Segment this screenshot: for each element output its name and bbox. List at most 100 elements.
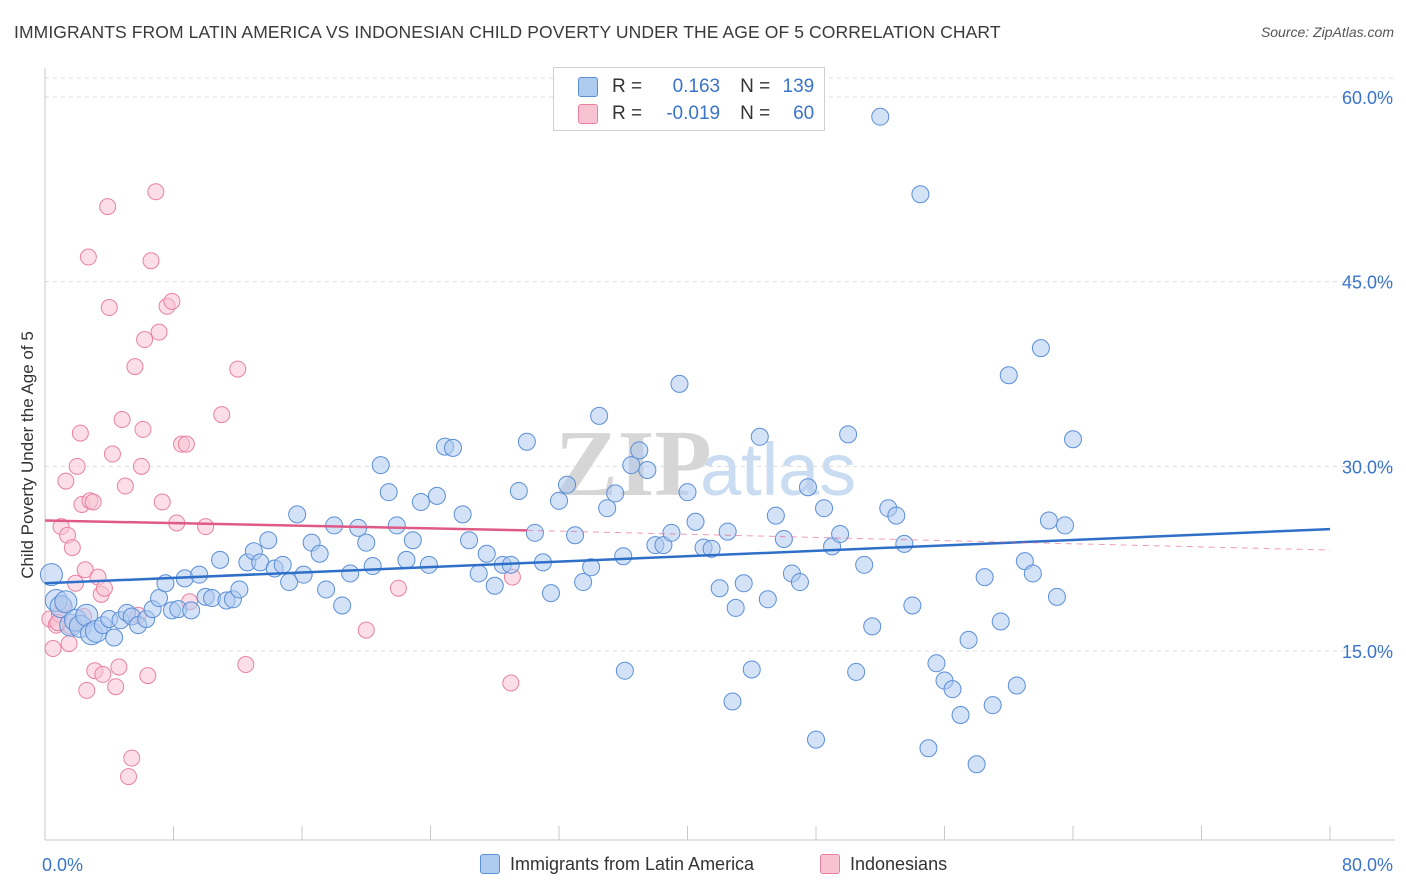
latin-america-point: [54, 590, 78, 614]
latin-america-point: [723, 692, 742, 711]
indonesians-point: [132, 457, 150, 475]
latin-america-point: [807, 730, 825, 749]
indonesians-point: [229, 360, 247, 378]
latin-america-point: [895, 534, 914, 553]
latin-america-point: [333, 596, 352, 615]
latin-america-points: [39, 107, 1082, 774]
legend-swatch-pink: [578, 104, 598, 124]
latin-america-point: [670, 374, 689, 393]
latin-america-point: [411, 493, 430, 512]
latin-america-point: [317, 580, 336, 599]
legend-r-label: R =: [612, 76, 643, 97]
latin-america-point: [927, 654, 946, 673]
latin-america-point: [718, 522, 737, 541]
indonesians-point: [142, 252, 160, 270]
latin-america-point: [919, 739, 938, 758]
latin-america-point: [991, 612, 1010, 631]
legend-n-value: 139: [782, 76, 815, 97]
latin-america-point: [766, 506, 785, 525]
latin-america-point: [831, 525, 850, 544]
indonesians-point: [68, 457, 86, 475]
latin-america-point: [1064, 430, 1082, 449]
latin-america-point: [855, 555, 874, 574]
y-tick-label: 30.0%: [1342, 457, 1393, 477]
latin-america-point: [590, 406, 609, 425]
indonesians-point: [76, 561, 94, 579]
latin-america-point: [615, 661, 634, 680]
latin-america-point: [379, 483, 398, 502]
latin-america-point: [310, 544, 329, 563]
series-swatch-blue: [480, 854, 500, 874]
latin-america-point: [566, 526, 585, 545]
latin-america-point: [403, 531, 422, 550]
latin-america-point: [750, 427, 769, 446]
latin-america-point: [469, 564, 488, 583]
latin-america-point: [525, 523, 544, 542]
y-tick-label: 45.0%: [1342, 273, 1393, 293]
indonesians-point: [153, 493, 171, 511]
latin-america-point: [453, 505, 472, 524]
latin-america-point: [734, 574, 753, 593]
latin-america-point: [1031, 339, 1050, 358]
latin-america-point: [230, 580, 249, 599]
axes: [44, 68, 1395, 841]
x-tick-label: 80.0%: [1342, 855, 1393, 875]
latin-america-point: [1023, 564, 1042, 583]
latin-america-point: [815, 499, 834, 518]
latin-america-point: [1039, 511, 1058, 530]
latin-america-point: [363, 557, 382, 576]
latin-america-point: [397, 550, 416, 569]
indonesians-point: [60, 635, 78, 653]
latin-america-point: [582, 558, 601, 577]
latin-america-point: [983, 696, 1002, 715]
indonesians-point: [213, 406, 231, 424]
indonesians-point: [100, 299, 118, 317]
indonesians-points: [41, 183, 521, 786]
latin-america-point: [686, 512, 705, 531]
latin-america-point: [558, 475, 577, 494]
latin-america-point: [211, 550, 230, 569]
latin-america-point: [273, 555, 292, 574]
latin-america-point: [726, 598, 745, 617]
latin-america-point: [341, 564, 360, 583]
latin-america-trend-line: [44, 527, 1331, 585]
latin-america-point: [357, 533, 376, 552]
latin-america-point: [182, 601, 201, 620]
latin-america-point: [638, 461, 657, 480]
y-tick-label: 15.0%: [1342, 642, 1393, 662]
indonesians-point: [197, 518, 215, 536]
indonesians-trend-extension: [526, 529, 1331, 551]
legend-r-value: -0.019: [666, 103, 721, 124]
indonesians-trend-line: [44, 519, 527, 532]
indonesians-point: [502, 674, 520, 692]
x-tick-label: 0.0%: [42, 855, 83, 875]
latin-america-point: [847, 662, 866, 681]
series-label-blue: Immigrants from Latin America: [510, 853, 755, 874]
latin-america-point: [742, 660, 761, 679]
latin-america-point: [798, 478, 817, 497]
latin-america-point: [460, 531, 479, 550]
latin-america-point: [294, 565, 313, 584]
latin-america-point: [259, 531, 278, 550]
latin-america-point: [541, 584, 560, 603]
indonesians-point: [357, 621, 375, 639]
series-legend-blue: Immigrants from Latin America: [480, 851, 754, 877]
indonesians-point: [63, 539, 81, 557]
latin-america-point: [427, 486, 446, 505]
latin-america-point: [387, 516, 406, 535]
latin-america-point: [105, 628, 124, 647]
latin-america-point: [550, 491, 568, 510]
indonesians-point: [103, 445, 121, 463]
latin-america-point: [39, 563, 63, 587]
latin-america-point: [630, 441, 649, 460]
legend-row-blue: R = 0.163 N = 139: [578, 74, 814, 100]
latin-america-point: [443, 438, 462, 457]
stats-legend: R = 0.163 N = 139 R = -0.019 N = 60: [553, 67, 825, 131]
latin-america-point: [485, 576, 504, 595]
legend-r-value: 0.163: [672, 76, 721, 97]
latin-america-point: [419, 555, 438, 574]
y-axis-label: Child Poverty Under the Age of 5: [18, 331, 37, 579]
latin-america-point: [871, 107, 890, 126]
legend-n-value: 60: [793, 103, 815, 124]
indonesians-point: [139, 667, 157, 685]
